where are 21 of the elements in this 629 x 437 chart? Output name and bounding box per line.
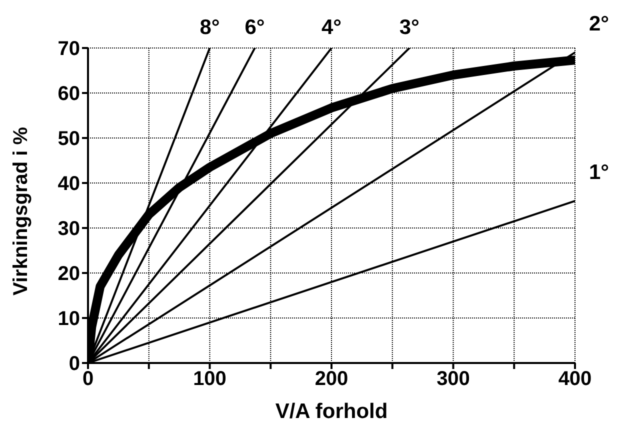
y-tick-label: 0 (68, 353, 80, 376)
series-label: 1° (588, 161, 610, 184)
series-label: 3° (399, 16, 420, 39)
y-tick-label: 50 (58, 128, 80, 150)
x-tick-label: 100 (193, 368, 226, 390)
series-label: 2° (588, 12, 610, 36)
x-tick-label: 0 (82, 368, 94, 390)
y-tick-label: 40 (58, 173, 80, 196)
y-axis-title: Virkningsgrad i % (10, 126, 32, 296)
y-tick-label: 30 (58, 218, 80, 240)
y-tick-label: 10 (58, 308, 80, 330)
x-tick-label: 200 (314, 368, 348, 390)
x-tick-label: 300 (436, 368, 470, 390)
x-axis-title: V/A forhold (275, 400, 388, 423)
series-label: 8° (200, 16, 220, 39)
series-label: 6° (244, 16, 265, 39)
series-label: 4° (321, 16, 342, 39)
y-tick-label: 60 (58, 83, 80, 106)
x-tick-label: 400 (558, 368, 592, 390)
y-tick-label: 70 (58, 38, 80, 60)
y-tick-label: 20 (58, 263, 80, 286)
